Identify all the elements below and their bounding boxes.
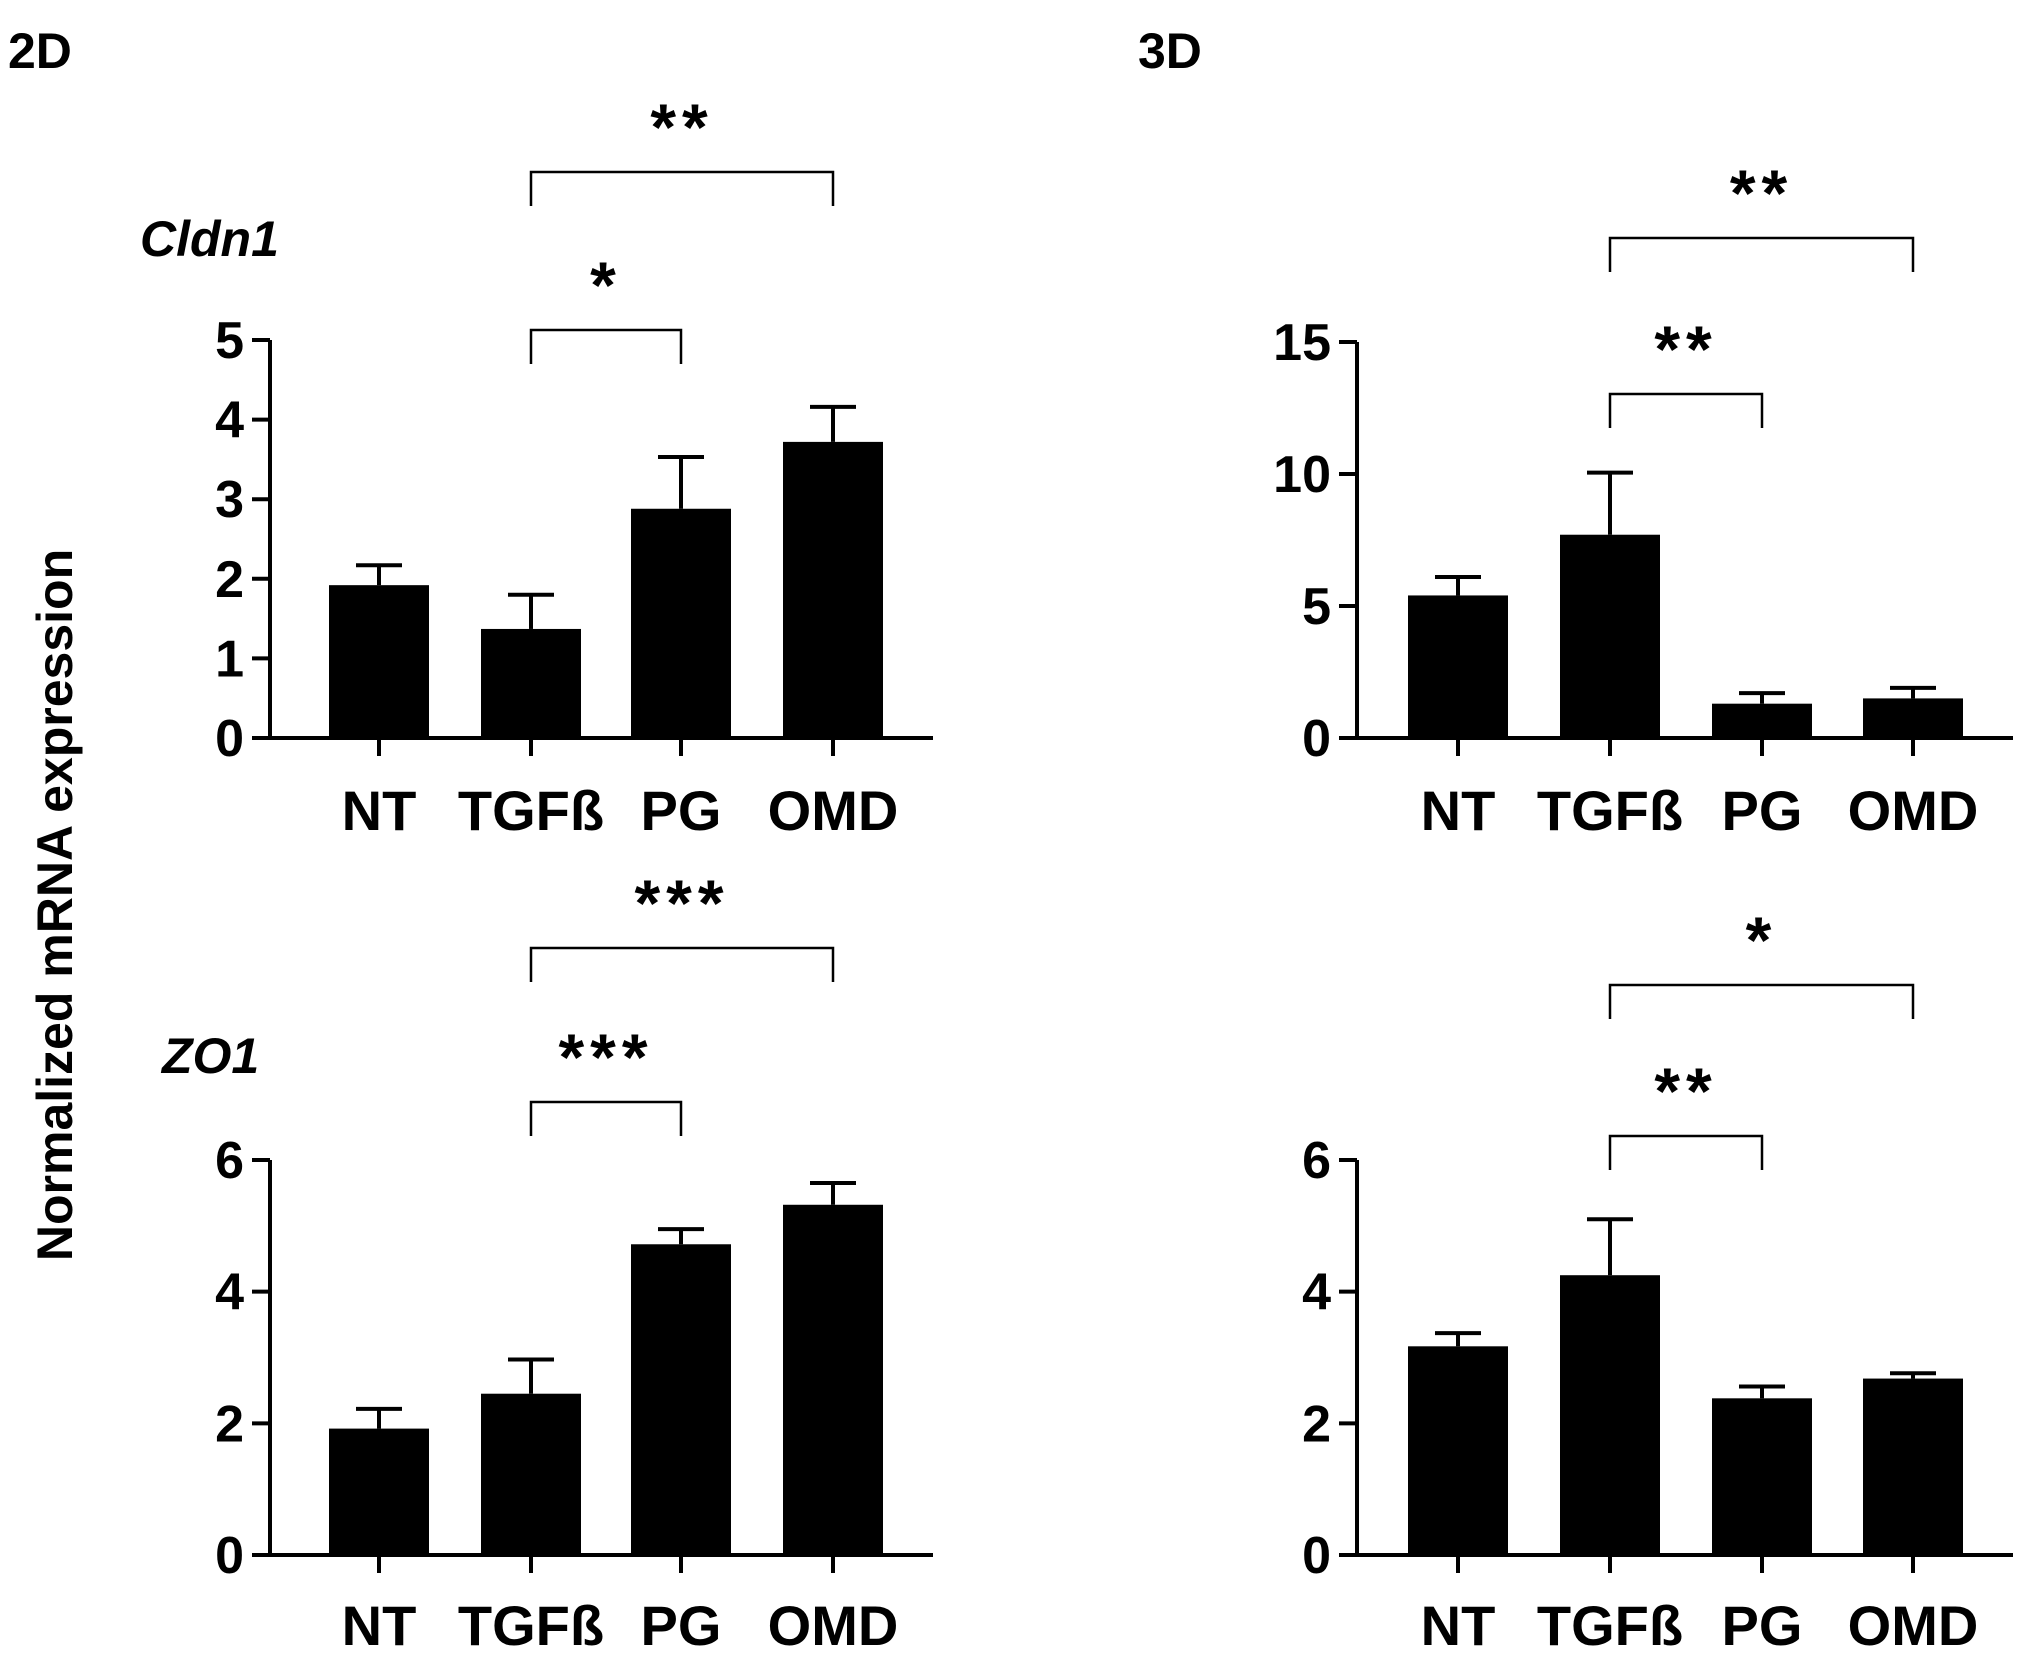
y-tick-label: 4 [1302, 1264, 1331, 1322]
y-tick-label: 6 [1302, 1132, 1331, 1190]
significance-label: ** [650, 90, 713, 164]
significance-bracket [529, 1100, 683, 1136]
y-tick-label: 2 [215, 551, 244, 609]
y-tick-label: 4 [215, 1264, 244, 1322]
bar-nt [329, 1428, 429, 1555]
category-label: NT [1421, 1594, 1496, 1657]
y-tick-label: 0 [1302, 710, 1331, 768]
y-tick-label: 10 [1273, 446, 1331, 504]
category-label: PG [641, 779, 722, 842]
bar-tgfß [1560, 1275, 1660, 1555]
gene-label-cldn1: Cldn1 [140, 211, 279, 267]
bar-omd [1863, 698, 1963, 738]
y-tick-label: 6 [215, 1132, 244, 1190]
category-label: OMD [768, 779, 899, 842]
bar-nt [329, 585, 429, 738]
category-label: OMD [768, 1594, 899, 1657]
y-tick-label: 0 [215, 1527, 244, 1585]
significance-label: * [590, 248, 622, 322]
significance-label: ** [1654, 312, 1717, 386]
y-tick-label: 2 [1302, 1395, 1331, 1453]
bar-omd [783, 441, 883, 738]
y-tick-label: 5 [1302, 578, 1331, 636]
category-label: TGFß [1537, 779, 1683, 842]
category-label: OMD [1848, 1594, 1979, 1657]
y-axis-label: Normalized mRNA expression [27, 549, 83, 1261]
bar-pg [631, 508, 731, 738]
category-label: PG [1722, 779, 1803, 842]
category-label: PG [1722, 1594, 1803, 1657]
y-tick-label: 0 [215, 710, 244, 768]
bar-tgfß [481, 1393, 581, 1555]
significance-label: *** [634, 866, 729, 940]
y-tick-label: 15 [1273, 314, 1331, 372]
significance-bracket [529, 328, 683, 364]
bar-nt [1408, 1346, 1508, 1555]
significance-bracket [529, 946, 835, 982]
category-label: OMD [1848, 779, 1979, 842]
significance-label: ** [1730, 156, 1793, 230]
category-label: NT [342, 779, 417, 842]
significance-bracket [1608, 983, 1915, 1019]
bar-nt [1408, 595, 1508, 738]
panel-label-3d: 3D [1138, 23, 1202, 79]
y-tick-label: 5 [215, 312, 244, 370]
significance-label: *** [558, 1020, 653, 1094]
chart-zo1-2d: 0 2 4 6 NT TGFß PG OMD *** *** [215, 866, 933, 1657]
category-label: NT [1421, 779, 1496, 842]
significance-label: * [1746, 903, 1778, 977]
category-label: TGFß [458, 1594, 604, 1657]
bar-tgfß [1560, 534, 1660, 738]
category-label: TGFß [458, 779, 604, 842]
bar-pg [1712, 703, 1812, 738]
y-tick-label: 4 [215, 392, 244, 450]
y-tick-label: 3 [215, 471, 244, 529]
category-label: PG [641, 1594, 722, 1657]
chart-cldn1-3d: 0 5 10 15 NT TGFß PG OMD ** ** [1273, 156, 2013, 842]
category-label: TGFß [1537, 1594, 1683, 1657]
y-tick-label: 2 [215, 1395, 244, 1453]
y-tick-label: 1 [215, 630, 244, 688]
panel-label-2d: 2D [8, 23, 72, 79]
y-tick-label: 0 [1302, 1527, 1331, 1585]
bar-pg [631, 1244, 731, 1555]
significance-bracket [1608, 236, 1915, 272]
gene-label-zo1: ZO1 [160, 1028, 259, 1084]
bar-omd [1863, 1378, 1963, 1555]
bar-omd [783, 1204, 883, 1555]
significance-bracket [1608, 392, 1764, 428]
significance-bracket [529, 170, 835, 206]
significance-bracket [1608, 1134, 1764, 1170]
bar-pg [1712, 1398, 1812, 1555]
category-label: NT [342, 1594, 417, 1657]
bar-tgfß [481, 628, 581, 738]
significance-label: ** [1654, 1054, 1717, 1128]
